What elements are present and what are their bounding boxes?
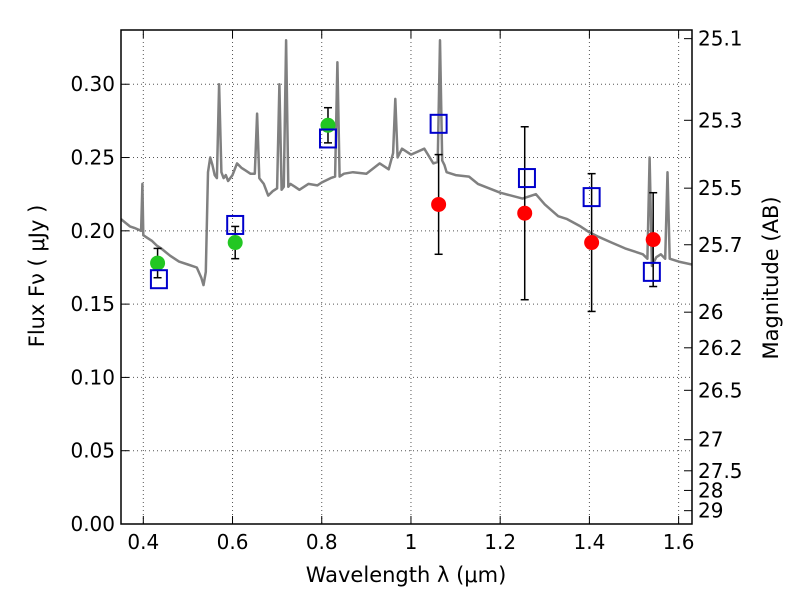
data-point bbox=[431, 196, 447, 212]
data-point bbox=[320, 117, 336, 133]
y2-tick-label: 26 bbox=[698, 300, 723, 324]
x-tick-label: 1.6 bbox=[663, 530, 695, 554]
model-spectrum-layer bbox=[121, 39, 692, 287]
plot-frame bbox=[120, 29, 693, 525]
data-point bbox=[227, 235, 243, 251]
grid-lines bbox=[121, 30, 692, 525]
y2-axis-title: Magnitude (AB) bbox=[759, 196, 783, 359]
y2-tick-label: 29 bbox=[698, 499, 723, 523]
y2-tick-label: 25.5 bbox=[698, 176, 743, 200]
y2-tick-label: 25.1 bbox=[698, 27, 743, 51]
y2-tick-label: 25.7 bbox=[698, 233, 743, 257]
data-points-layer bbox=[149, 106, 661, 313]
y2-tick-label: 25.3 bbox=[698, 108, 743, 132]
y2-tick-label: 26.5 bbox=[698, 378, 743, 402]
x-tick-label: 1 bbox=[405, 530, 418, 554]
y2-tick-label: 26.2 bbox=[698, 336, 743, 360]
model-photometry-point bbox=[226, 214, 245, 235]
x-tick-label: 1.4 bbox=[573, 530, 605, 554]
y-tick-label: 0.25 bbox=[70, 146, 115, 170]
y2-tick-label: 27.5 bbox=[698, 459, 743, 483]
y-tick-label: 0.15 bbox=[70, 292, 115, 316]
model-photometry-point bbox=[517, 168, 536, 189]
y-tick-label: 0.05 bbox=[70, 439, 115, 463]
model-photometry-point bbox=[318, 128, 337, 149]
x-tick-label: 1.2 bbox=[484, 530, 516, 554]
x-axis-title: Wavelength λ (μm) bbox=[306, 563, 507, 587]
axis-ticks: 0.4 0.6 0.8 1 1.2 1.4 1.6 0.00 0.05 0.10 0.15 0.20 0… bbox=[70, 27, 742, 554]
model-photometry-point bbox=[149, 269, 168, 290]
y2-tick-label: 27 bbox=[698, 428, 723, 452]
model-spectrum-line bbox=[121, 39, 692, 287]
data-point bbox=[150, 255, 166, 271]
y-tick-label: 0.00 bbox=[70, 512, 115, 536]
model-photometry-point bbox=[642, 261, 661, 282]
data-point bbox=[645, 232, 661, 248]
x-tick-label: 0.6 bbox=[217, 530, 249, 554]
model-photometry-point bbox=[429, 113, 448, 134]
data-point bbox=[517, 205, 533, 221]
y2-tick-label: 28 bbox=[698, 478, 723, 502]
x-tick-label: 0.4 bbox=[127, 530, 159, 554]
y-tick-label: 0.20 bbox=[70, 219, 115, 243]
y-axis-title: Flux Fν ( μJy ) bbox=[25, 205, 49, 348]
x-tick-label: 0.8 bbox=[306, 530, 338, 554]
y-tick-label: 0.30 bbox=[70, 72, 115, 96]
y-tick-label: 0.10 bbox=[70, 365, 115, 389]
model-photometry-point bbox=[582, 187, 601, 208]
data-point bbox=[584, 235, 600, 251]
